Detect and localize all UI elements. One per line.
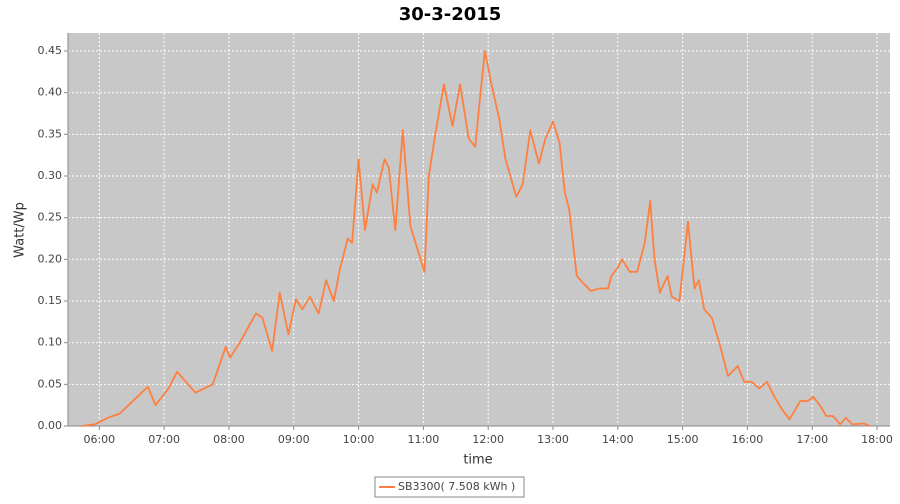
legend-box — [374, 476, 525, 498]
x-tick-label: 09:00 — [278, 433, 310, 446]
y-axis-label: Watt/Wp — [13, 202, 28, 258]
x-tick-label: 11:00 — [408, 433, 440, 446]
y-tick-label: 0.40 — [38, 86, 63, 99]
y-tick-label: 0.45 — [38, 44, 63, 57]
x-tick-label: 12:00 — [472, 433, 504, 446]
x-tick-label: 10:00 — [343, 433, 375, 446]
series-line — [81, 50, 870, 427]
x-tick-label: 17:00 — [796, 433, 828, 446]
y-tick-label: 0.00 — [38, 419, 63, 432]
chart-title: 30-3-2015 — [399, 4, 502, 25]
x-tick-label: 15:00 — [667, 433, 699, 446]
y-tick-label: 0.20 — [38, 252, 63, 265]
x-tick-label: 18:00 — [861, 433, 893, 446]
y-tick-label: 0.35 — [38, 127, 63, 140]
y-tick-label: 0.30 — [38, 169, 63, 182]
x-tick-label: 13:00 — [537, 433, 569, 446]
plot-area — [68, 33, 890, 426]
legend-label: SB3300( 7.508 kWh ) — [398, 480, 515, 493]
x-axis-label: time — [463, 453, 492, 468]
y-tick-label: 0.10 — [38, 336, 63, 349]
x-tick-label: 14:00 — [602, 433, 634, 446]
x-tick-label: 08:00 — [213, 433, 245, 446]
x-tick-label: 07:00 — [148, 433, 180, 446]
y-tick-label: 0.25 — [38, 211, 63, 224]
x-tick-label: 16:00 — [732, 433, 764, 446]
y-tick-label: 0.15 — [38, 294, 63, 307]
y-tick-label: 0.05 — [38, 377, 63, 390]
x-tick-label: 06:00 — [83, 433, 115, 446]
